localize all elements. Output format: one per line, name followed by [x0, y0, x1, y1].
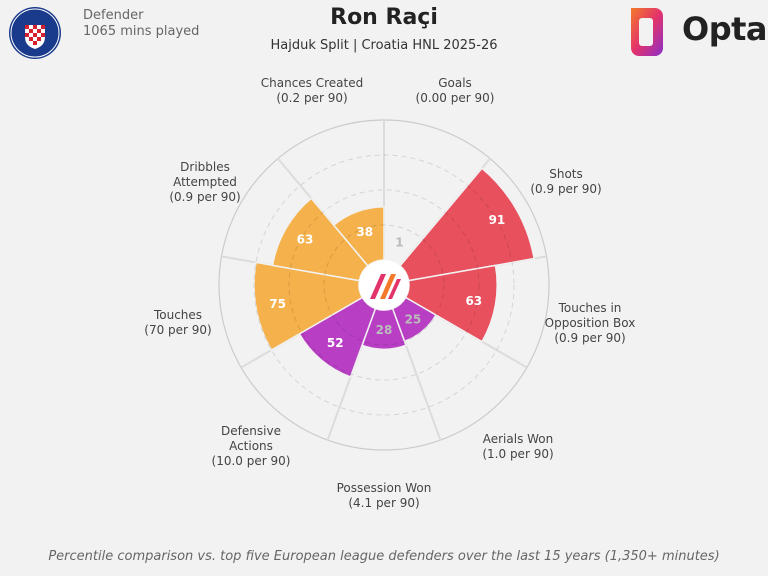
centre-logo-icon — [370, 274, 386, 299]
grid-ring — [323, 224, 445, 346]
value-label: 25 — [405, 312, 422, 326]
label-possession-won: Possession Won (4.1 per 90) — [336, 481, 432, 510]
value-label: 1 — [395, 236, 403, 250]
label-chances-created: Chances Created (0.2 per 90) — [260, 76, 364, 105]
value-label: 38 — [356, 225, 373, 239]
label-touches-in-box: Touches in Opposition Box (0.9 per 90) — [544, 301, 636, 345]
player-meta: Defender 1065 mins played — [83, 8, 199, 40]
footer-note: Percentile comparison vs. top five Europ… — [48, 549, 720, 564]
value-label: 52 — [327, 336, 344, 350]
value-label: 75 — [269, 297, 286, 311]
value-label: 63 — [297, 232, 314, 246]
centre-circle — [359, 260, 409, 310]
label-goals: Goals (0.00 per 90) — [415, 76, 495, 105]
label-touches: Touches (70 per 90) — [144, 308, 212, 337]
grid-ring — [288, 189, 480, 381]
centre-logo-icon — [388, 279, 401, 299]
value-label: 28 — [376, 323, 393, 337]
label-aerials-won: Aerials Won (1.0 per 90) — [482, 432, 554, 461]
value-label: 63 — [465, 294, 482, 308]
label-defensive-actions: Defensive Actions (10.0 per 90) — [211, 424, 291, 468]
label-dribbles-attempted: Dribbles Attempted (0.9 per 90) — [169, 160, 241, 204]
player-name: Ron Raçi — [330, 5, 438, 30]
centre-logo-icon — [380, 274, 396, 299]
hajduk-crest-logo — [9, 7, 61, 59]
opta-wordmark: Opta — [682, 10, 768, 48]
value-label: 91 — [489, 213, 506, 227]
opta-logo-icon — [631, 8, 663, 56]
label-shots: Shots (0.9 per 90) — [530, 167, 602, 196]
minutes-text: 1065 mins played — [83, 24, 200, 39]
grid-ring — [253, 154, 515, 416]
position-text: Defender — [83, 8, 144, 23]
team-competition: Hajduk Split | Croatia HNL 2025-26 — [270, 38, 498, 53]
